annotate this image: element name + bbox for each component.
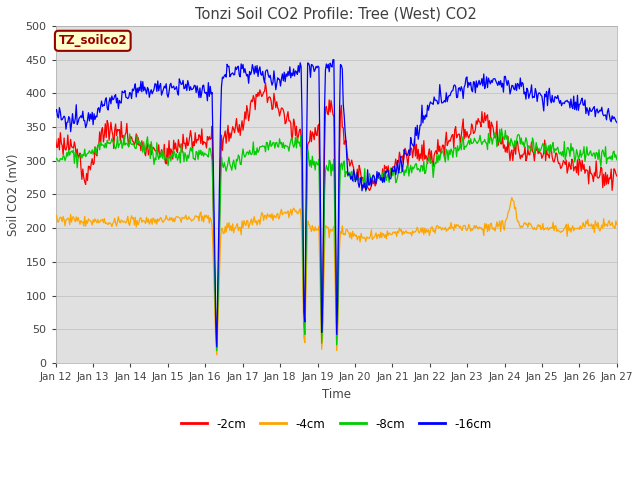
- Title: Tonzi Soil CO2 Profile: Tree (West) CO2: Tonzi Soil CO2 Profile: Tree (West) CO2: [195, 7, 477, 22]
- X-axis label: Time: Time: [322, 388, 351, 401]
- Y-axis label: Soil CO2 (mV): Soil CO2 (mV): [7, 153, 20, 236]
- Legend: -2cm, -4cm, -8cm, -16cm: -2cm, -4cm, -8cm, -16cm: [176, 413, 496, 435]
- Text: TZ_soilco2: TZ_soilco2: [58, 34, 127, 48]
